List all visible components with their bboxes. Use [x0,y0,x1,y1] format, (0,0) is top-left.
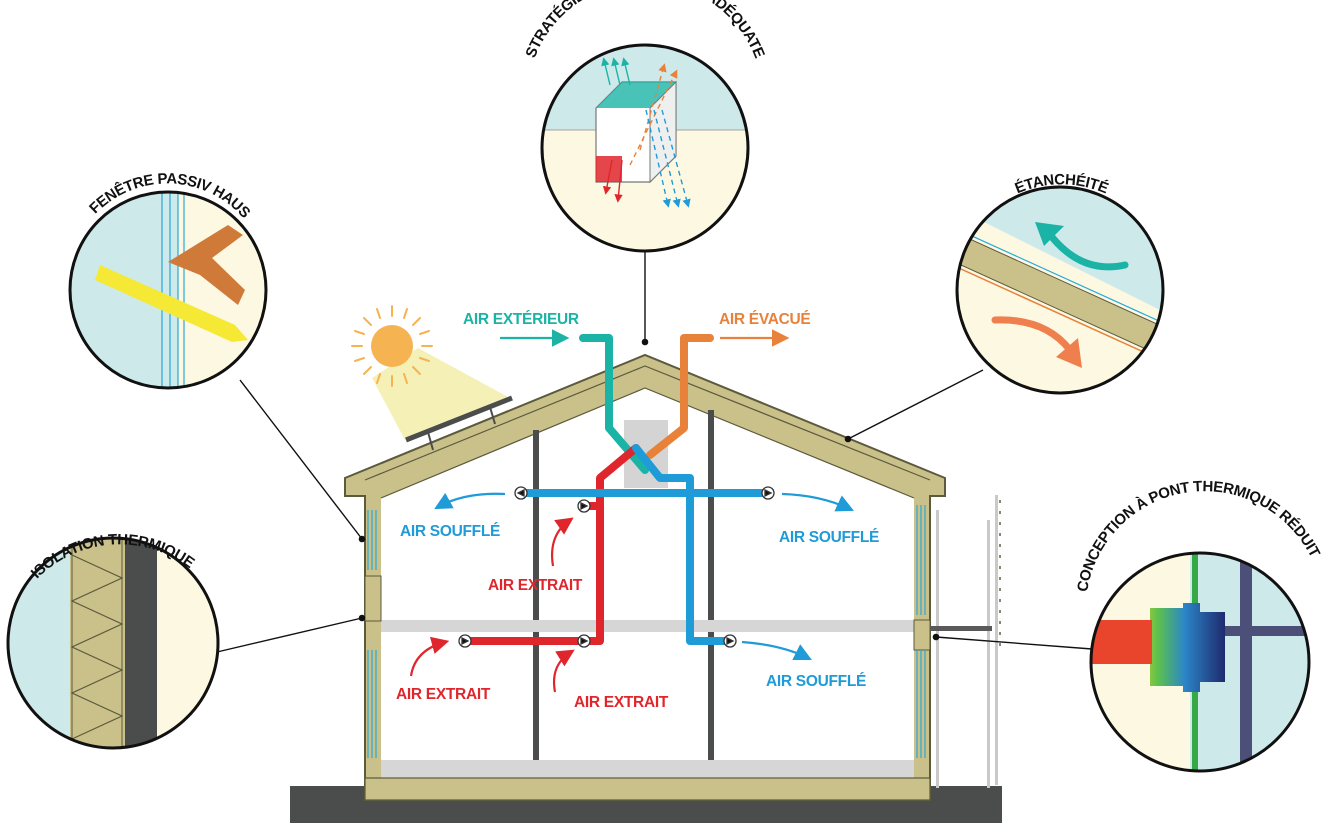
label-supply-upper-left: AIR SOUFFLÉ [400,523,500,540]
window-left-upper [367,510,377,570]
window-right-upper [916,505,926,615]
callout-airtightness: ÉTANCHÉITÉ [955,185,1165,395]
label-exhaust-air: AIR ÉVACUÉ [719,311,810,328]
ventilation-ducts [466,334,774,645]
arrow-supply-lower [741,640,812,660]
sun-light-beam [372,348,510,440]
partition-lower-right [708,632,714,760]
callout-thermal-bridge: CONCEPTION À PONT THERMIQUE RÉDUIT [1089,551,1311,773]
ground-floor-slab [381,760,914,778]
duct-exhaust-air [646,334,714,459]
leader-lines [216,251,1093,653]
balcony-structure [930,495,1001,788]
arrow-extract-upper [551,517,574,567]
arrow-extract-lower-left [409,636,450,677]
house-interior [381,388,914,762]
arrow-extract-lower-mid [553,649,575,693]
vent-supply-lower [723,634,737,648]
duct-outdoor-air [579,334,649,474]
solar-installation [351,305,513,451]
vent-extract-lower-mid [577,634,591,648]
window-left-lower [367,650,377,758]
window-right-lower [916,650,926,758]
solar-panel [405,395,513,451]
airtight-arrow-warm-icon [991,316,1074,354]
sun-icon [351,305,433,387]
label-supply-lower-right: AIR SOUFFLÉ [766,673,866,690]
ground-floor-insulation [364,777,931,801]
label-supply-upper-right: AIR SOUFFLÉ [779,529,879,546]
intermediate-floor-insulation-left [364,575,382,622]
roof-cavity-edge [380,387,915,499]
flow-labels: AIR EXTÉRIEUR AIR ÉVACUÉ AIR SOUFFLÉ AIR… [396,311,879,711]
arrow-supply-upper-right [781,492,854,512]
label-extract-lower-mid: AIR EXTRAIT [574,694,669,711]
vent-supply-upper-left [514,486,528,500]
duct-supply-air [632,444,734,645]
callout-ventilation: STRATÉGIE DE VENTILATION ADÉQUATE [540,43,750,253]
roof-inner-edge [364,365,931,481]
partition-lower-left [533,632,539,760]
label-extract-lower-left: AIR EXTRAIT [396,686,491,703]
heat-reflection-icon [168,225,245,305]
vent-extract-upper [577,499,591,513]
partition-upper-right [708,410,714,620]
duct-extract-air [466,444,640,645]
vent-extract-lower-left [458,634,472,648]
intermediate-floor-insulation-right [913,619,931,651]
flow-arrows [409,329,854,693]
air-terminals [458,486,775,648]
vent-supply-upper-right [761,486,775,500]
callout-insulation: ISOLATION THERMIQUE [6,536,220,750]
label-outdoor-air: AIR EXTÉRIEUR [463,311,579,328]
intermediate-floor [381,620,914,632]
partition-upper-left [533,430,539,620]
arrow-supply-upper-left [434,492,506,510]
airtight-arrow-cold-icon [1044,228,1129,271]
label-extract-upper: AIR EXTRAIT [488,577,583,594]
house [290,353,1002,823]
sun-ray-icon [95,265,248,342]
